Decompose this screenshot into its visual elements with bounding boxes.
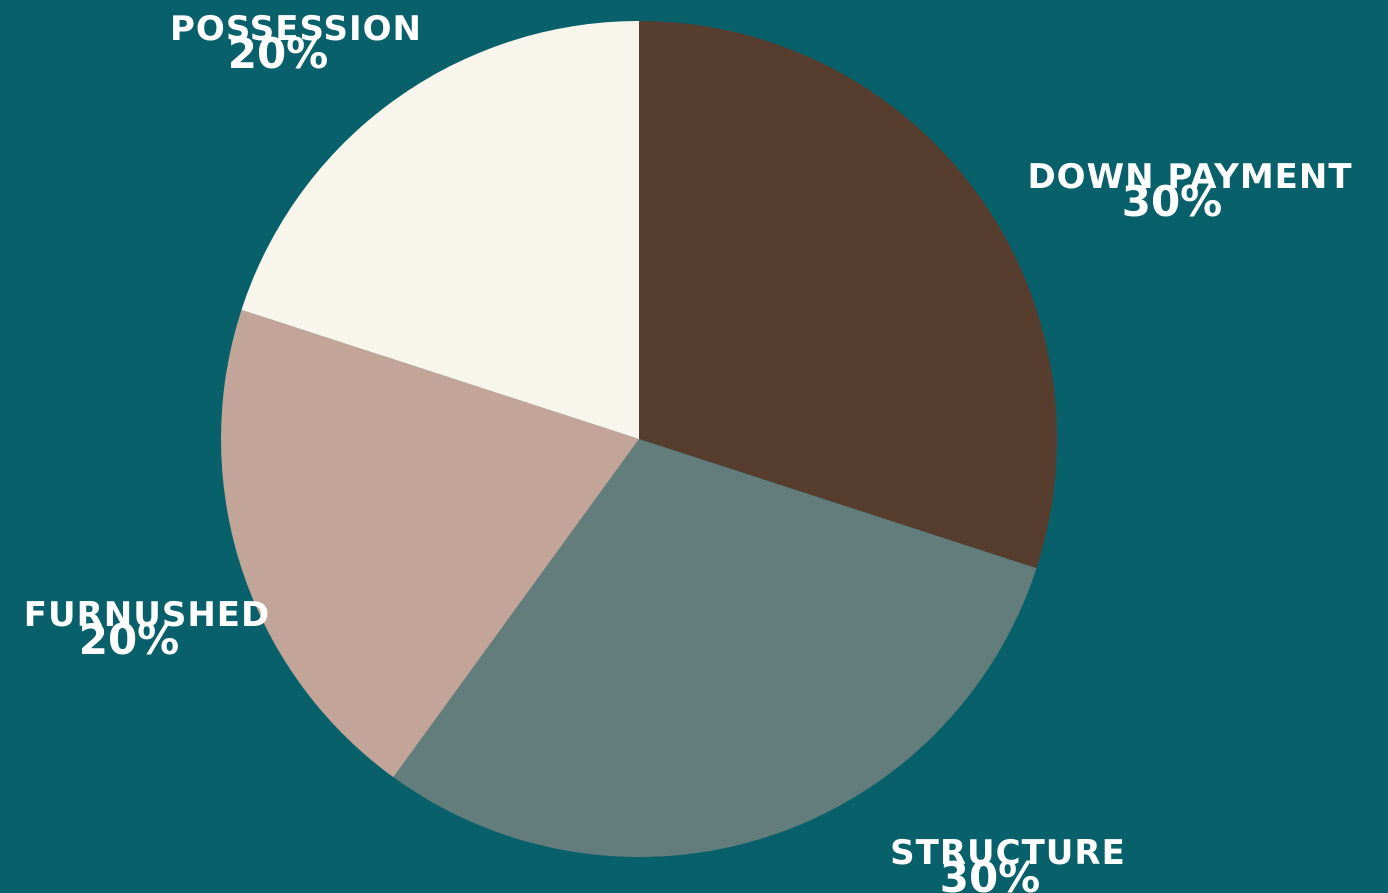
pie-slice-possession [241,21,639,439]
slice-label-possession: POSSESSION [170,9,422,49]
pie-slice-furnushed [221,309,640,778]
pie-slice-down-payment [639,21,1057,569]
slice-value-furnushed: 20% [79,615,180,664]
slice-labels: DOWN PAYMENT30%STRUCTURE30%FURNUSHED20%P… [24,9,1352,893]
slice-value-down-payment: 30% [1122,177,1223,226]
slice-label-structure: STRUCTURE [890,833,1126,873]
slice-value-structure: 30% [940,853,1041,893]
slice-label-furnushed: FURNUSHED [24,595,270,635]
pie-slice-structure [393,439,1037,857]
slice-value-possession: 20% [228,29,329,78]
slice-label-down-payment: DOWN PAYMENT [1027,157,1352,197]
pie-slices [221,21,1057,857]
